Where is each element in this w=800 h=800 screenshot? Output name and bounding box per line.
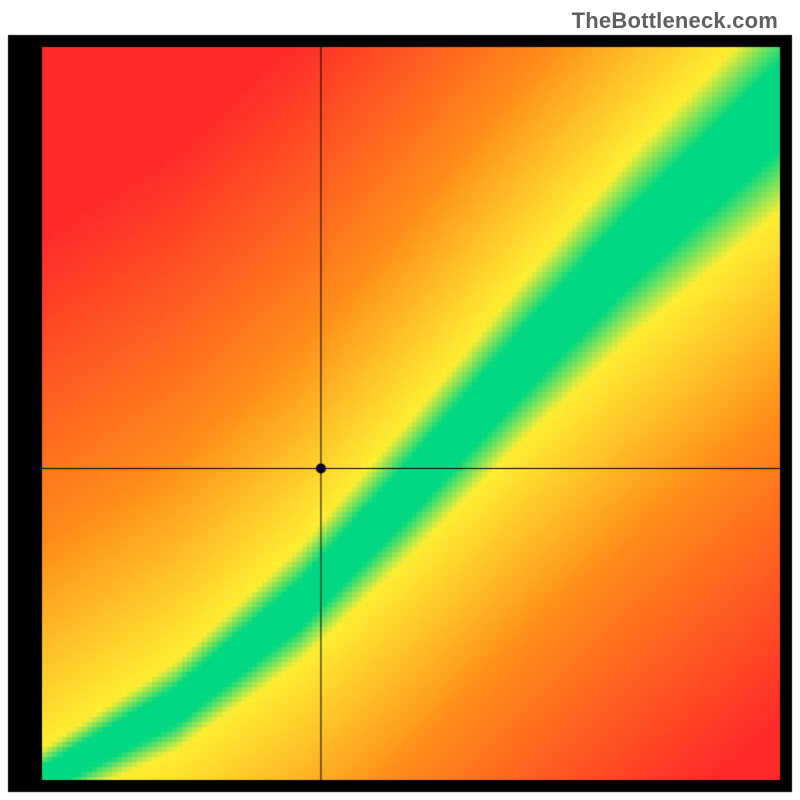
heatmap-canvas	[0, 0, 800, 800]
chart-container: TheBottleneck.com	[0, 0, 800, 800]
watermark-text: TheBottleneck.com	[572, 8, 778, 34]
